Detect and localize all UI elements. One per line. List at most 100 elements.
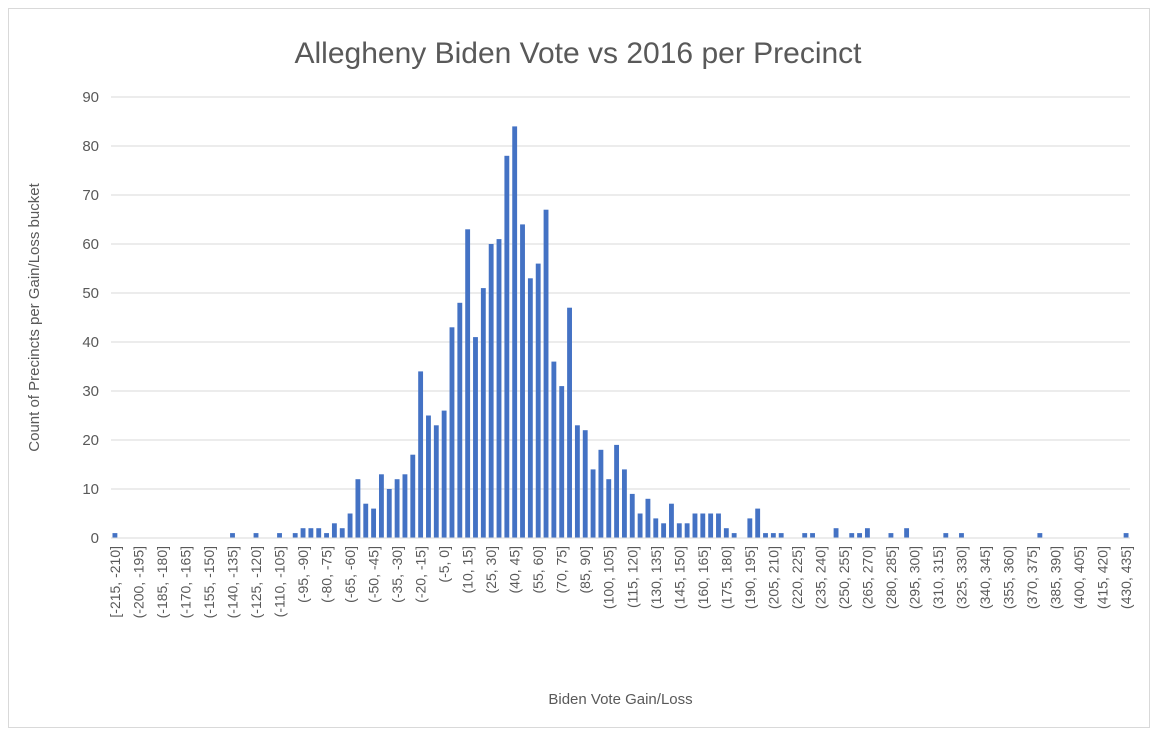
x-tick-label: (355, 360] [1001, 546, 1017, 609]
x-tick-label: (-185, -180] [154, 546, 170, 618]
x-tick-label: (25, 30] [483, 546, 499, 593]
x-tick-label: (55, 60] [530, 546, 546, 593]
bar [684, 523, 690, 538]
x-tick-label: (280, 285] [883, 546, 899, 609]
y-tick-label: 20 [82, 432, 99, 449]
x-tick-label: (-155, -150] [201, 546, 217, 618]
bar [308, 528, 314, 538]
bar [512, 126, 518, 539]
bar [567, 307, 572, 538]
bar [324, 533, 329, 538]
bar [692, 513, 698, 538]
gridlines [111, 96, 1130, 539]
bar [457, 302, 463, 538]
bar [386, 489, 392, 538]
bar [755, 508, 761, 538]
bar [277, 533, 282, 538]
x-axis-title: Biden Vote Gain/Loss [548, 691, 692, 708]
bar [943, 533, 949, 538]
x-tick-label: (295, 300] [906, 546, 922, 609]
y-tick-label: 90 [82, 89, 99, 106]
bar [849, 533, 855, 538]
bar [551, 361, 557, 538]
x-tick-label: (235, 240] [812, 546, 828, 609]
y-tick-label: 70 [82, 187, 99, 204]
x-tick-label: (340, 345] [977, 546, 993, 609]
bar [347, 513, 353, 538]
bar [394, 479, 400, 538]
x-tick-label: (-50, -45] [366, 546, 382, 603]
bar [433, 425, 439, 538]
x-tick-label: (400, 405] [1071, 546, 1087, 609]
x-tick-label: (-80, -75] [319, 546, 335, 603]
bar [637, 513, 643, 538]
y-axis-tick-labels: 0 10 20 30 40 50 60 70 80 90 [82, 89, 99, 547]
y-tick-label: 60 [82, 236, 99, 253]
bar [496, 239, 502, 538]
bar [959, 533, 964, 538]
x-tick-label: (85, 90] [577, 546, 593, 593]
bar [480, 288, 486, 538]
x-tick-label: (-125, -120] [248, 546, 264, 618]
x-tick-label: (310, 315] [930, 546, 946, 609]
bar [676, 523, 682, 538]
bar [292, 533, 298, 538]
x-tick-label: (-5, 0] [436, 546, 452, 583]
y-tick-label: 80 [82, 138, 99, 155]
bar [864, 528, 870, 538]
x-tick-label: (250, 255] [836, 546, 852, 609]
bar [488, 244, 494, 538]
x-tick-label: (-65, -60] [342, 546, 358, 603]
bar [731, 533, 737, 538]
x-tick-label: (325, 330] [953, 546, 969, 609]
bar [543, 209, 549, 538]
bar [316, 528, 322, 538]
bar [770, 533, 776, 538]
bar [426, 415, 431, 538]
bar [1123, 533, 1129, 538]
y-tick-label: 0 [91, 530, 99, 547]
x-tick-label: (40, 45] [507, 546, 523, 593]
bar [230, 533, 235, 538]
bar [606, 479, 612, 538]
x-tick-label: (160, 165] [695, 546, 711, 609]
bar [418, 371, 424, 538]
x-tick-label: (-95, -90] [295, 546, 311, 603]
bar [363, 503, 369, 538]
bar [441, 410, 447, 538]
x-tick-label: (10, 15] [460, 546, 476, 593]
y-tick-label: 50 [82, 285, 99, 302]
histogram-chart: Allegheny Biden Vote vs 2016 per Precinc… [26, 37, 1134, 708]
bar [473, 337, 478, 538]
x-tick-label: (415, 420] [1095, 546, 1111, 609]
x-tick-label: (-170, -165] [177, 546, 193, 618]
y-tick-label: 10 [82, 481, 99, 498]
bar [700, 513, 706, 538]
x-tick-label: (100, 105] [601, 546, 617, 609]
bar [449, 327, 455, 538]
y-tick-label: 40 [82, 334, 99, 351]
bar [465, 229, 471, 539]
bar [723, 528, 729, 538]
bar [535, 263, 541, 538]
bar [833, 528, 839, 538]
bar [590, 469, 596, 538]
bar [661, 523, 667, 538]
bar [614, 444, 620, 538]
x-tick-label: [-215, -210] [107, 546, 123, 618]
y-axis-title: Count of Precincts per Gain/Loss bucket [26, 182, 43, 451]
x-tick-label: (430, 435] [1118, 546, 1134, 609]
bar [904, 528, 910, 538]
bar [629, 493, 635, 538]
bar [378, 474, 384, 538]
bar [339, 528, 345, 538]
bar [253, 533, 259, 538]
bar [621, 469, 627, 538]
chart-title: Allegheny Biden Vote vs 2016 per Precinc… [294, 37, 862, 70]
bar [669, 503, 674, 538]
y-tick-label: 30 [82, 383, 99, 400]
bars [112, 126, 1129, 539]
bar [527, 278, 533, 538]
x-tick-label: (-140, -135] [224, 546, 240, 618]
x-tick-label: (130, 135] [648, 546, 664, 609]
